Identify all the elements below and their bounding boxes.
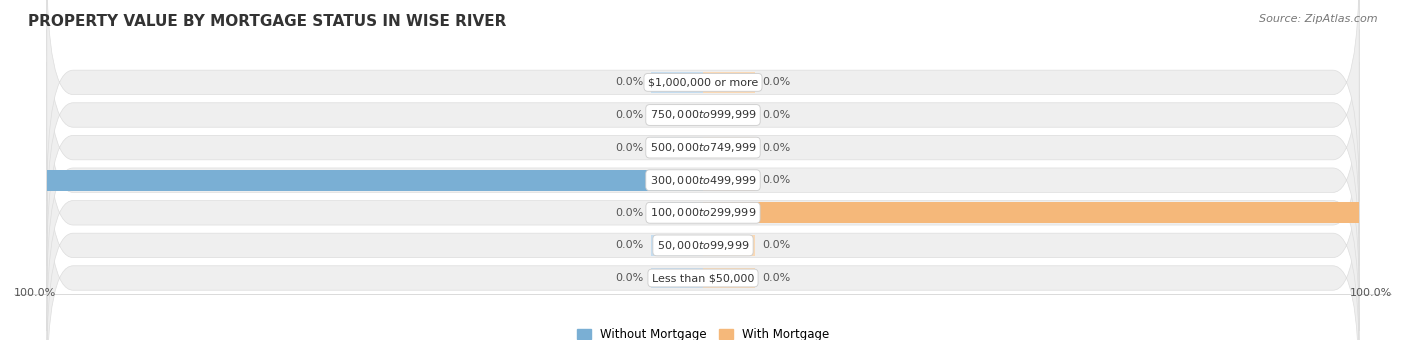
Bar	[703, 170, 755, 191]
Bar	[651, 235, 703, 256]
Bar	[703, 268, 755, 288]
Text: 0.0%: 0.0%	[762, 78, 790, 87]
Text: $300,000 to $499,999: $300,000 to $499,999	[650, 174, 756, 187]
Legend: Without Mortgage, With Mortgage: Without Mortgage, With Mortgage	[572, 323, 834, 340]
Text: 0.0%: 0.0%	[616, 110, 644, 120]
FancyBboxPatch shape	[46, 30, 1360, 266]
Text: PROPERTY VALUE BY MORTGAGE STATUS IN WISE RIVER: PROPERTY VALUE BY MORTGAGE STATUS IN WIS…	[28, 14, 506, 29]
Text: $100,000 to $299,999: $100,000 to $299,999	[650, 206, 756, 219]
Text: 100.0%: 100.0%	[14, 288, 56, 298]
Text: 0.0%: 0.0%	[762, 240, 790, 250]
Text: 100.0%: 100.0%	[1350, 288, 1392, 298]
Text: 0.0%: 0.0%	[762, 273, 790, 283]
Text: 0.0%: 0.0%	[616, 208, 644, 218]
FancyBboxPatch shape	[46, 0, 1360, 233]
Bar	[703, 202, 1360, 223]
Text: $500,000 to $749,999: $500,000 to $749,999	[650, 141, 756, 154]
Text: 0.0%: 0.0%	[616, 240, 644, 250]
Text: 0.0%: 0.0%	[616, 78, 644, 87]
Text: $750,000 to $999,999: $750,000 to $999,999	[650, 108, 756, 121]
Bar	[651, 72, 703, 93]
Text: Source: ZipAtlas.com: Source: ZipAtlas.com	[1260, 14, 1378, 23]
Bar	[703, 72, 755, 93]
Text: 0.0%: 0.0%	[762, 142, 790, 153]
Text: 100.0%: 100.0%	[0, 175, 41, 185]
FancyBboxPatch shape	[46, 62, 1360, 299]
Text: $1,000,000 or more: $1,000,000 or more	[648, 78, 758, 87]
Bar	[703, 235, 755, 256]
Text: 0.0%: 0.0%	[762, 175, 790, 185]
Bar	[703, 105, 755, 125]
Bar	[46, 170, 703, 191]
Text: 100.0%: 100.0%	[1365, 208, 1406, 218]
FancyBboxPatch shape	[46, 0, 1360, 201]
Bar	[651, 202, 703, 223]
FancyBboxPatch shape	[46, 127, 1360, 340]
Text: Less than $50,000: Less than $50,000	[652, 273, 754, 283]
Text: 0.0%: 0.0%	[616, 142, 644, 153]
Text: 0.0%: 0.0%	[762, 110, 790, 120]
FancyBboxPatch shape	[46, 160, 1360, 340]
Text: $50,000 to $99,999: $50,000 to $99,999	[657, 239, 749, 252]
FancyBboxPatch shape	[46, 95, 1360, 331]
Bar	[651, 105, 703, 125]
Bar	[703, 137, 755, 158]
Text: 0.0%: 0.0%	[616, 273, 644, 283]
Bar	[651, 268, 703, 288]
Bar	[651, 137, 703, 158]
